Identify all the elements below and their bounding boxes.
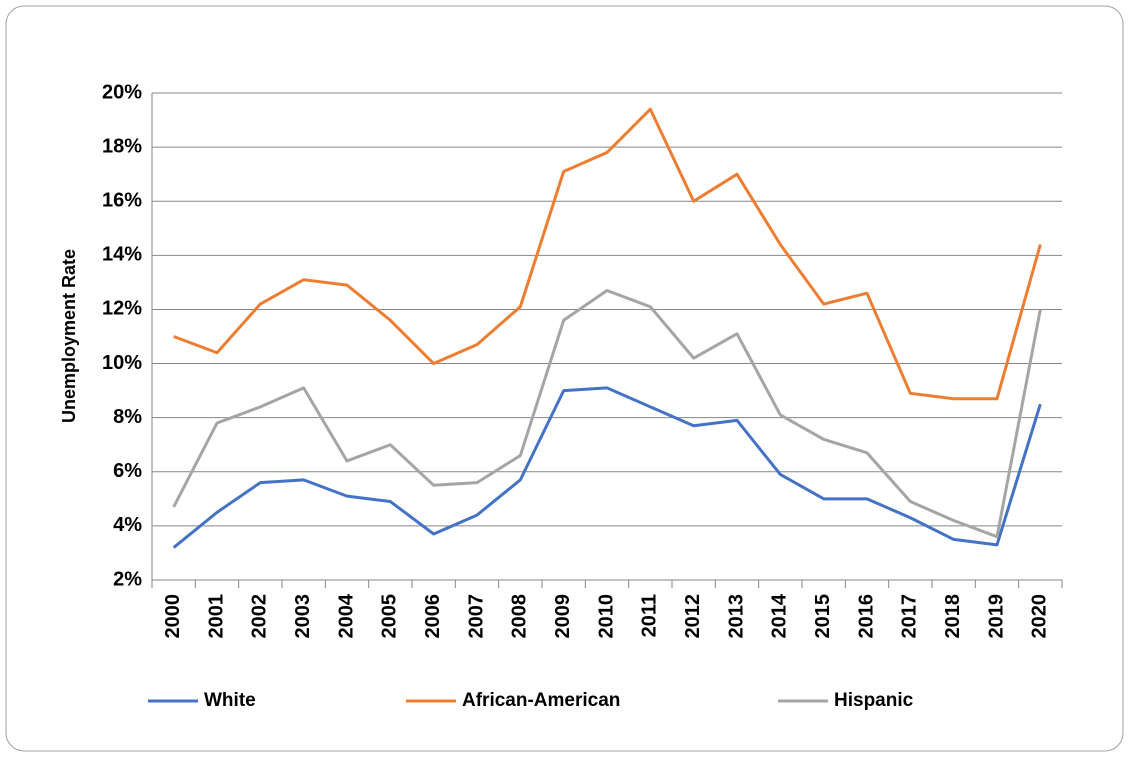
x-tick-label: 2017 <box>899 594 921 639</box>
x-tick-label: 2015 <box>812 594 834 639</box>
x-tick-label: 2003 <box>292 594 314 639</box>
x-tick-label: 2002 <box>249 594 271 639</box>
x-tick-label: 2013 <box>725 594 747 639</box>
y-axis-label: Unemployment Rate <box>59 249 79 423</box>
y-tick-label: 16% <box>102 190 142 212</box>
x-tick-label: 2008 <box>509 594 531 639</box>
legend-label: White <box>204 690 256 711</box>
legend-label: Hispanic <box>834 690 914 711</box>
y-tick-label: 4% <box>113 514 142 536</box>
x-tick-label: 2005 <box>379 594 401 639</box>
y-tick-label: 10% <box>102 352 142 374</box>
x-tick-label: 2006 <box>422 594 444 639</box>
legend-label: African-American <box>462 690 620 711</box>
x-tick-label: 2000 <box>162 594 184 639</box>
series-line <box>173 107 1042 401</box>
x-tick-label: 2016 <box>855 594 877 639</box>
y-tick-label: 8% <box>113 406 142 428</box>
x-tick-label: 2019 <box>985 594 1007 639</box>
y-tick-label: 2% <box>113 568 142 590</box>
series-line <box>172 289 1042 539</box>
x-tick-label: 2012 <box>682 594 704 639</box>
y-tick-label: 20% <box>102 81 142 103</box>
y-tick-label: 12% <box>102 298 142 320</box>
x-tick-label: 2018 <box>942 594 964 639</box>
y-tick-label: 14% <box>102 244 142 266</box>
x-tick-label: 2004 <box>335 593 357 638</box>
x-tick-label: 2011 <box>639 594 661 637</box>
x-tick-label: 2014 <box>769 593 791 638</box>
series-line <box>172 386 1042 549</box>
y-tick-label: 18% <box>102 135 142 157</box>
y-tick-label: 6% <box>113 460 142 482</box>
x-tick-label: 2007 <box>465 594 487 639</box>
x-tick-label: 2020 <box>1029 594 1051 639</box>
x-tick-label: 2009 <box>552 594 574 639</box>
x-tick-label: 2001 <box>205 594 227 639</box>
x-tick-label: 2010 <box>595 594 617 639</box>
chart-frame <box>5 5 1124 752</box>
